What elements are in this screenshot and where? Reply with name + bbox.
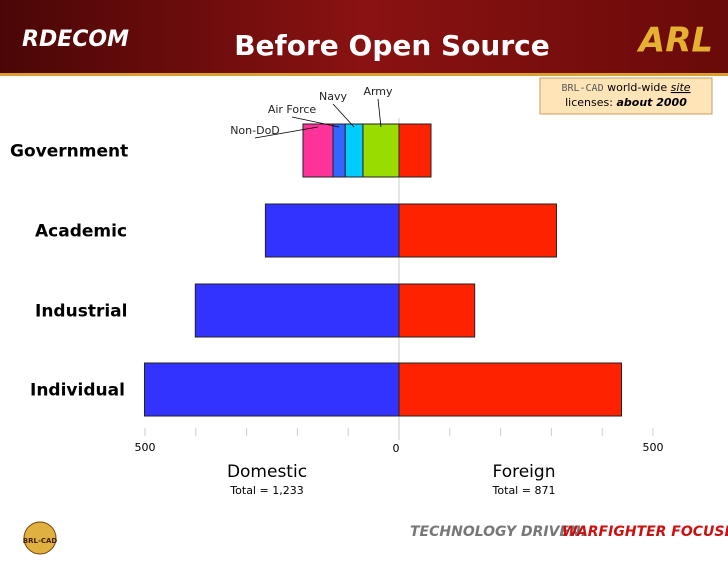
- side-label: Foreign: [493, 462, 556, 482]
- chart: 0 500 500 Government Academic Industrial Indiv…: [10, 85, 664, 497]
- bar: [362, 123, 400, 178]
- x-tick-label: 500: [643, 441, 664, 454]
- header-rule: [0, 73, 728, 76]
- title: Before Open Source: [234, 29, 550, 62]
- side-total: Total = 1,233: [229, 484, 303, 497]
- header-band: [0, 0, 728, 76]
- bar: [398, 362, 623, 417]
- bar: [398, 123, 432, 178]
- x-tick-label: 0: [393, 442, 400, 455]
- category-label: Government: [10, 142, 128, 162]
- footer-part2: WARFIGHTER FOCUSED.: [562, 524, 728, 540]
- bar: [344, 123, 364, 178]
- bar: [143, 362, 400, 417]
- side-label: Domestic: [227, 462, 307, 482]
- footer-logo-badge: [23, 521, 57, 555]
- note-box: [539, 77, 713, 115]
- category-label: Industrial: [35, 302, 127, 322]
- bar: [398, 203, 557, 258]
- bar: [332, 123, 346, 178]
- callout-label: Navy: [319, 90, 347, 103]
- callout-leader: [377, 98, 382, 128]
- callout-label: Non-DoD: [230, 124, 280, 137]
- note-line2: licenses: about 2000: [565, 96, 687, 109]
- callout-label: Air Force: [268, 103, 317, 116]
- bar: [302, 123, 334, 178]
- callout-label: Army: [363, 85, 393, 98]
- callout-leader: [332, 103, 355, 128]
- category-label: Individual: [30, 381, 125, 401]
- bar: [398, 283, 476, 338]
- note-line1: BRL-CAD world-wide site: [561, 81, 690, 94]
- bar: [264, 203, 400, 258]
- right-logo: ARL: [636, 21, 713, 61]
- callout-leader: [291, 116, 340, 128]
- category-label: Academic: [35, 222, 127, 242]
- footer-part1: TECHNOLOGY DRIVEN.: [410, 524, 586, 540]
- callout-leader: [254, 126, 319, 139]
- x-tick-label: 500: [135, 441, 156, 454]
- left-logo: RDECOM: [22, 27, 129, 52]
- footer-logo: BRL-CAD: [23, 537, 58, 545]
- bar: [194, 283, 400, 338]
- side-total: Total = 871: [492, 484, 556, 497]
